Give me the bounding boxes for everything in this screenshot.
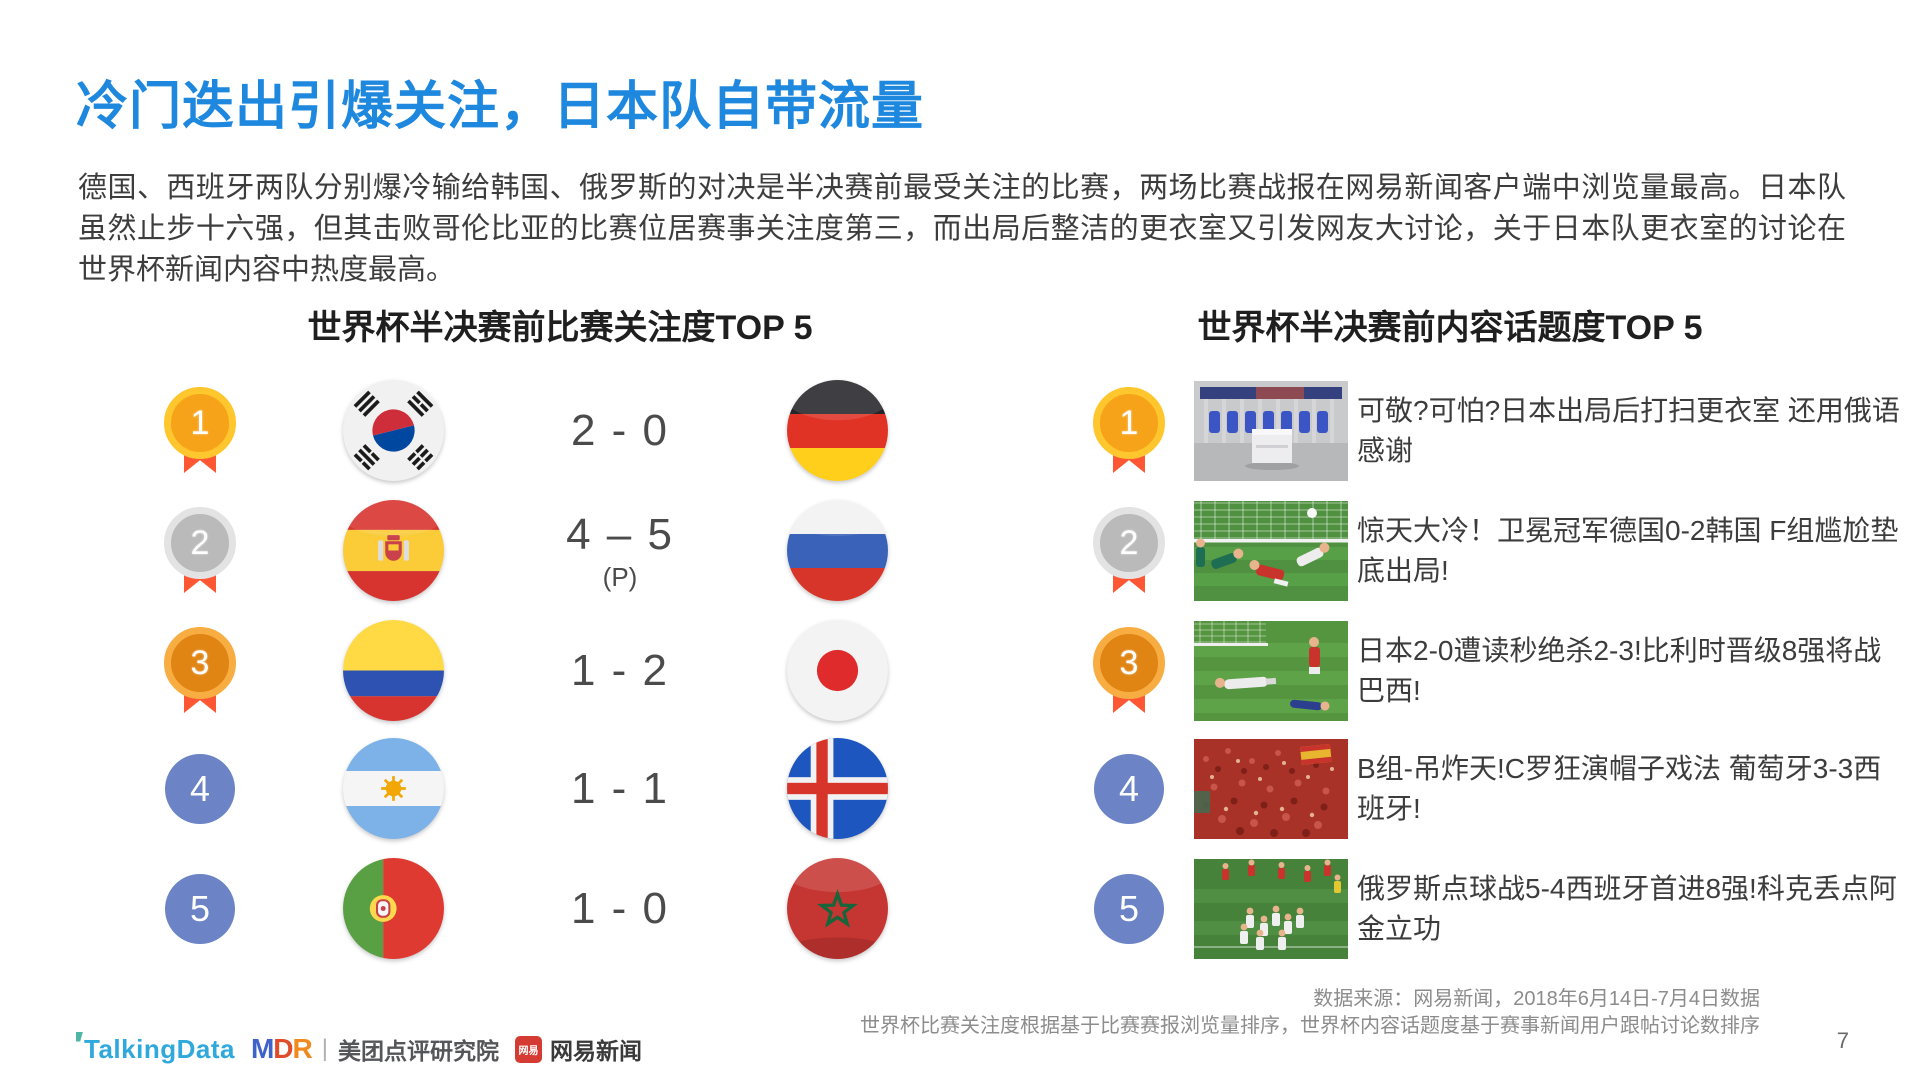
penalty-note: (P)	[602, 561, 638, 592]
mdr-logo: MDR	[250, 1033, 313, 1064]
news-row: 3 日本2-0遭读秒绝杀2-3!比利时晋级8强将战巴西!	[1085, 611, 1921, 731]
talkingdata-mark-icon	[76, 1031, 83, 1042]
rank-3-bronze-medal-icon: 3	[1093, 627, 1165, 725]
rank-1-gold-medal-icon: 1	[164, 387, 236, 485]
rank-number: 5	[1118, 888, 1140, 929]
match-row: 3 1 - 2	[130, 611, 920, 731]
thumbnail-japan-locker-room	[1194, 381, 1348, 481]
rank-2-silver-medal-icon: 2	[1093, 507, 1165, 605]
rank-number: 3	[1119, 643, 1139, 682]
news-headline: B组-吊炸天!C罗狂演帽子戏法 葡萄牙3-3西班牙!	[1357, 753, 1882, 824]
rank-number: 3	[190, 643, 210, 682]
rank-number: 1	[190, 403, 210, 442]
rank-5-circle: 5	[165, 874, 235, 944]
flag-colombia-icon	[342, 619, 445, 722]
news-row: 5 俄罗斯点球战5-4西班牙首进8强!科克丢点阿金立功	[1085, 849, 1921, 969]
news-row: 2 惊天大冷！卫冕冠军德国0-2韩国 F组尴尬垫底出局!	[1085, 491, 1921, 611]
rank-4-circle: 4	[165, 754, 235, 824]
thumbnail-portugal-spain-fans	[1194, 739, 1348, 839]
match-row: 4 1 - 1	[130, 729, 920, 849]
rank-1-gold-medal-icon: 1	[1093, 387, 1165, 485]
news-headline: 日本2-0遭读秒绝杀2-3!比利时晋级8强将战巴西!	[1357, 635, 1882, 706]
source-line-2: 世界杯比赛关注度根据基于比赛赛报浏览量排序，世界杯内容话题度基于赛事新闻用户跟帖…	[860, 1015, 1760, 1037]
news-row: 1 可敬?可怕?日本出局后打扫更衣室 还用俄语感谢	[1085, 371, 1921, 491]
rank-3-bronze-medal-icon: 3	[164, 627, 236, 725]
flag-south-korea-icon	[342, 379, 445, 482]
logo-divider: |	[321, 1035, 328, 1062]
match-row: 5 1 - 0	[130, 849, 920, 969]
talkingdata-logo-text: TalkingData	[84, 1033, 235, 1064]
thumbnail-germany-korea-goalmouth	[1194, 501, 1348, 601]
news-headline: 惊天大冷！卫冕冠军德国0-2韩国 F组尴尬垫底出局!	[1357, 515, 1899, 586]
flag-argentina-icon	[342, 737, 445, 840]
match-score: 4 – 5 (P)	[566, 509, 674, 592]
page-number: 7	[1836, 1028, 1849, 1053]
rank-number: 2	[190, 523, 210, 562]
thumbnail-russia-spain-celebration	[1194, 859, 1348, 959]
rank-number: 2	[1119, 523, 1139, 562]
thumbnail-japan-belgium-players	[1194, 621, 1348, 721]
rank-2-silver-medal-icon: 2	[164, 507, 236, 605]
rank-4-circle: 4	[1094, 754, 1164, 824]
right-panel-header: 世界杯半决赛前内容话题度TOP 5	[1197, 309, 1703, 347]
match-score: 1 - 1	[570, 764, 670, 813]
match-score: 1 - 2	[570, 646, 670, 695]
intro-paragraph: 德国、西班牙两队分别爆冷输给韩国、俄罗斯的对决是半决赛前最受关注的比赛，两场比赛…	[78, 172, 1846, 286]
rank-number: 5	[189, 888, 211, 929]
news-headline: 可敬?可怕?日本出局后打扫更衣室 还用俄语感谢	[1357, 395, 1900, 466]
rank-number: 4	[189, 768, 211, 809]
flag-morocco-icon	[786, 857, 889, 960]
flag-russia-icon	[786, 499, 889, 602]
rank-number: 1	[1119, 403, 1139, 442]
rank-5-circle: 5	[1094, 874, 1164, 944]
flag-japan-icon	[786, 619, 889, 722]
flag-portugal-icon	[342, 857, 445, 960]
source-line-1: 数据来源：网易新闻，2018年6月14日-7月4日数据	[1313, 988, 1760, 1010]
footer-logos: TalkingData MDR | 美团点评研究院 网易 网易新闻	[76, 1030, 642, 1068]
match-row: 1 2 - 0	[130, 371, 920, 491]
flag-iceland-icon	[786, 737, 889, 840]
match-row: 2 4 – 5 (P)	[130, 491, 920, 611]
page-title: 冷门迭出引爆关注，日本队自带流量	[76, 78, 925, 136]
match-score: 1 - 0	[570, 884, 670, 933]
flag-spain-icon	[342, 499, 445, 602]
match-score: 2 - 0	[570, 406, 670, 455]
netease-badge-icon: 网易	[514, 1035, 542, 1063]
data-source-note: 数据来源：网易新闻，2018年6月14日-7月4日数据 世界杯比赛关注度根据基于…	[860, 986, 1760, 1040]
news-headline: 俄罗斯点球战5-4西班牙首进8强!科克丢点阿金立功	[1357, 873, 1897, 944]
flag-germany-icon	[786, 379, 889, 482]
left-panel-header: 世界杯半决赛前比赛关注度TOP 5	[307, 309, 813, 347]
rank-number: 4	[1118, 768, 1140, 809]
meituan-dianping-institute-logo: 美团点评研究院	[337, 1038, 499, 1064]
talkingdata-logo: TalkingData	[76, 1031, 235, 1065]
netease-news-logo: 网易新闻	[549, 1038, 642, 1064]
news-row: 4 B组-吊炸天!C罗狂演帽子戏法 葡萄牙3-3西班牙!	[1085, 729, 1921, 849]
